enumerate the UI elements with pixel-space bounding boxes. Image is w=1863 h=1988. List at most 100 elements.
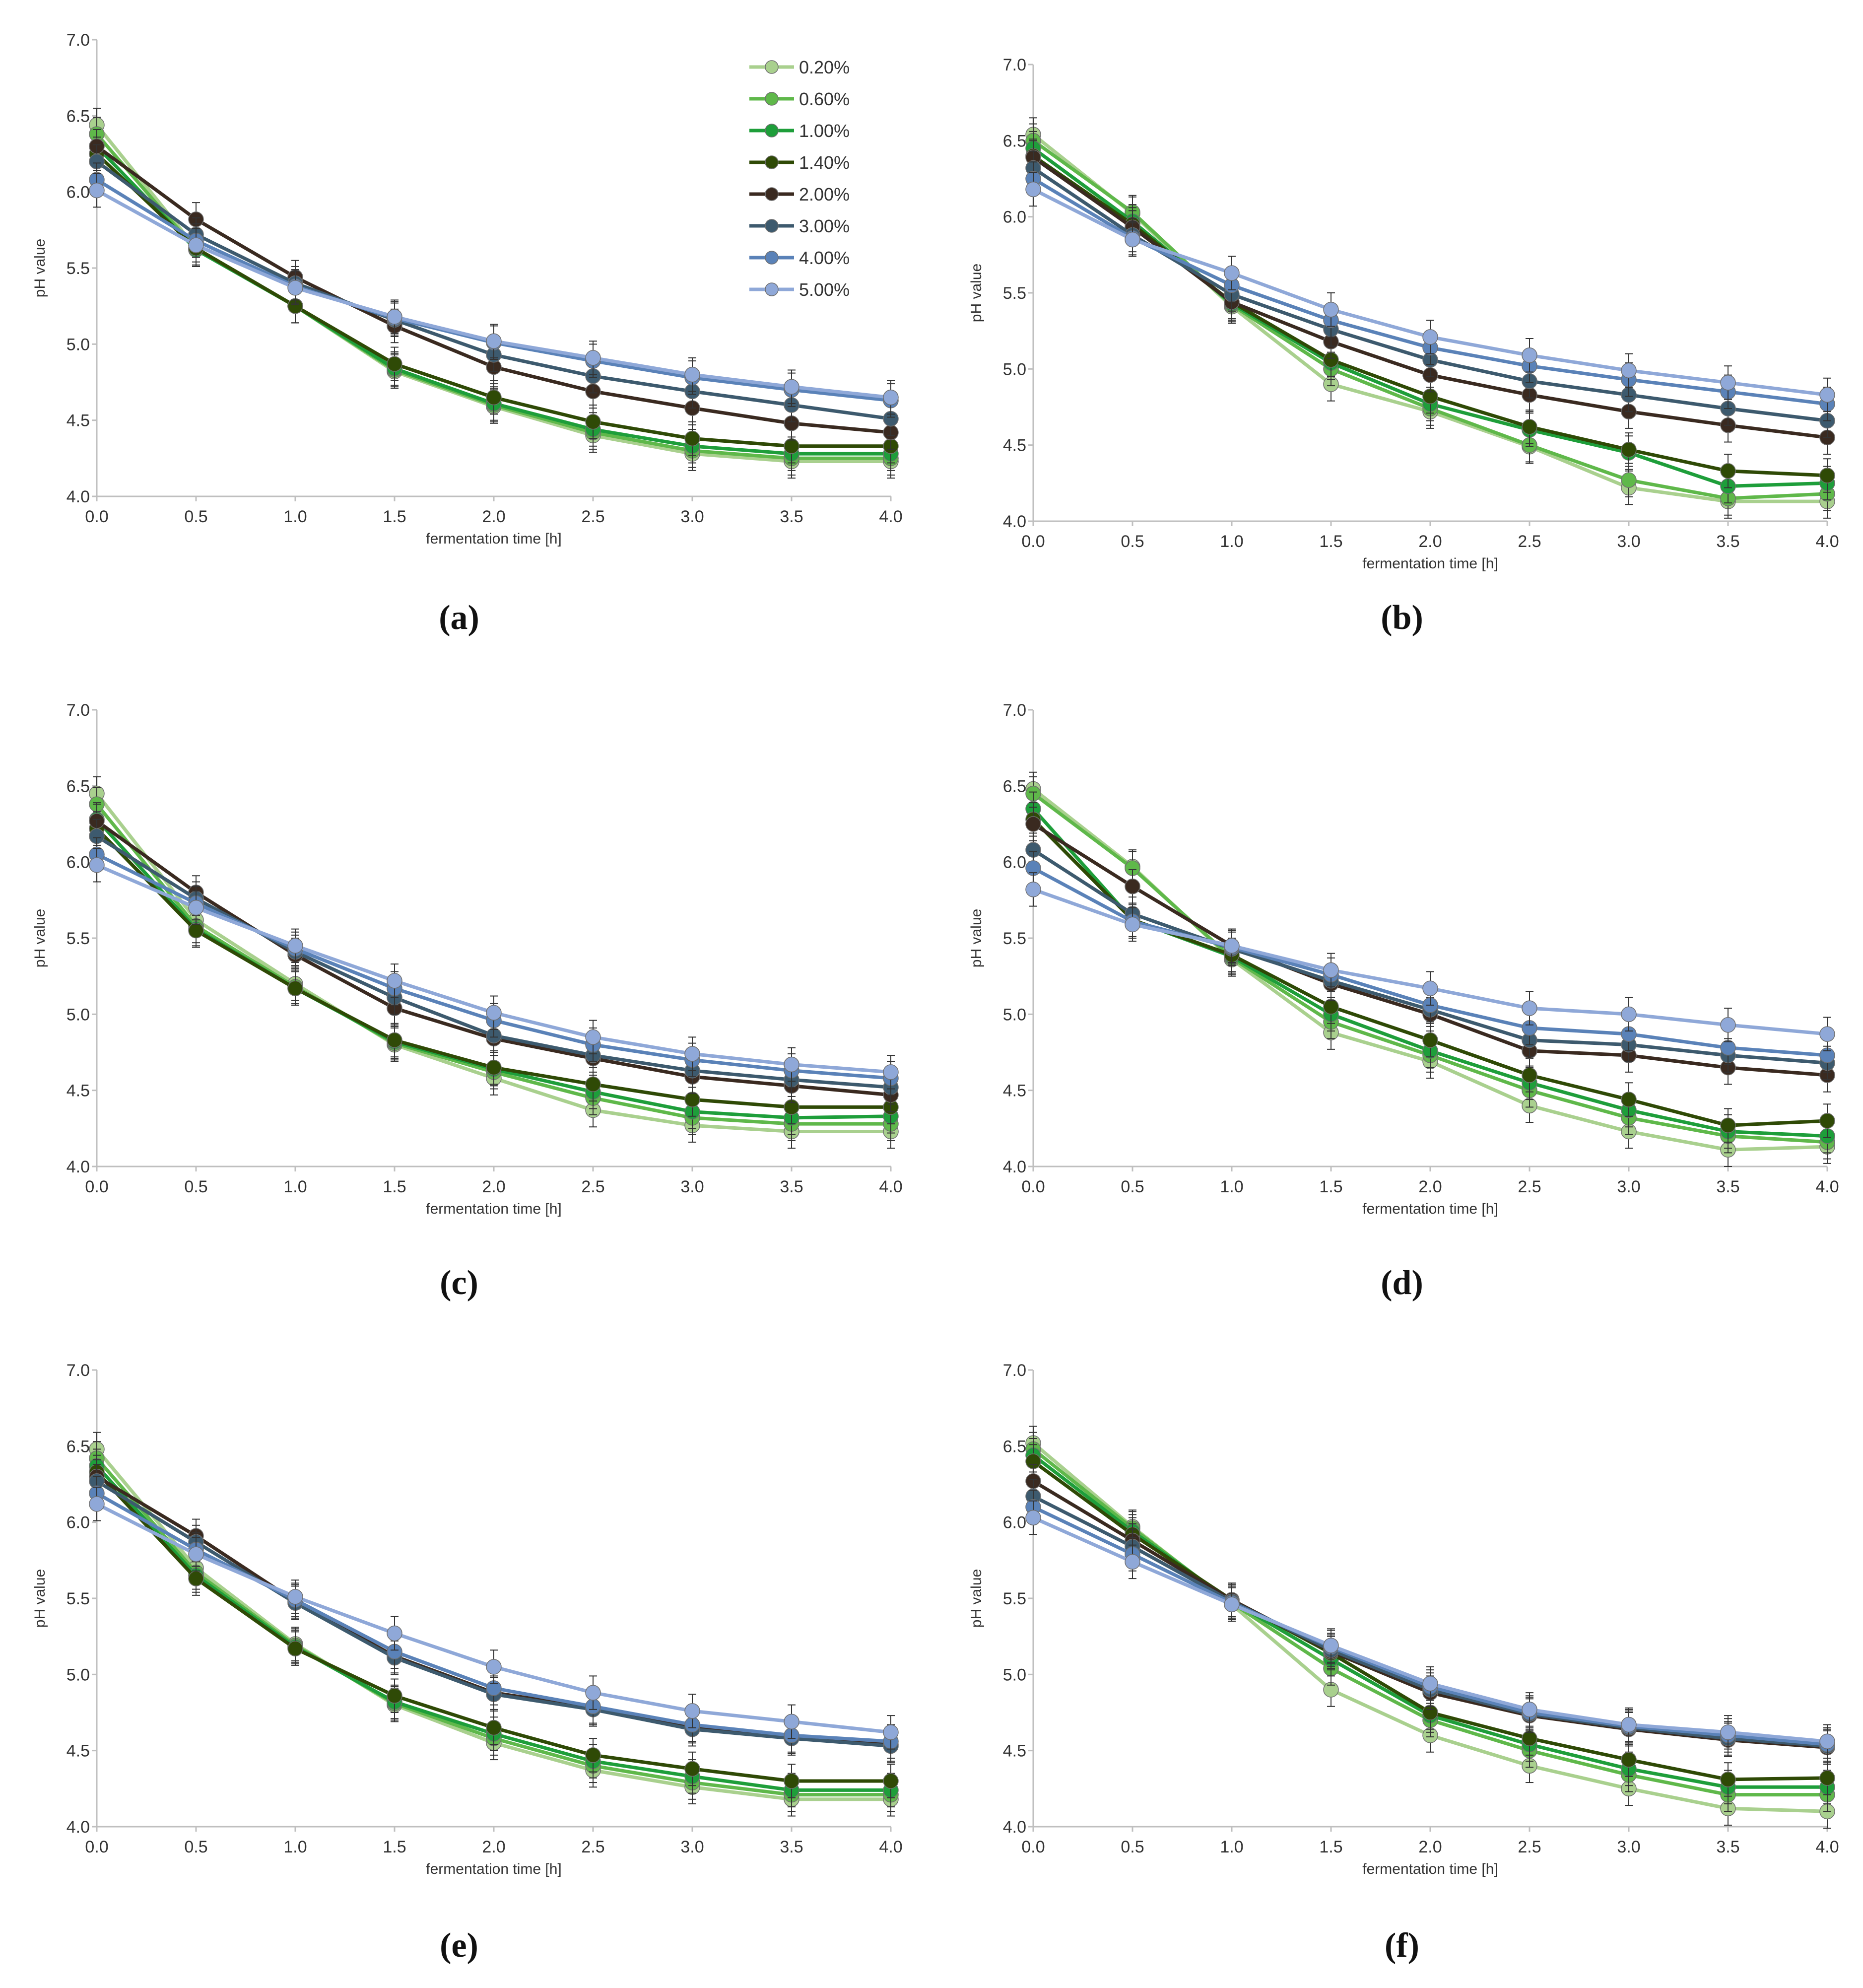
x-tick-label: 3.0: [1617, 1177, 1640, 1196]
x-tick-label: 1.5: [1319, 1177, 1342, 1196]
x-tick-label: 0.0: [1021, 1838, 1045, 1856]
series-5.00%: [1025, 172, 1835, 412]
y-tick-label: 4.5: [67, 411, 90, 430]
data-point: [585, 1747, 601, 1763]
x-tick-label: 3.0: [680, 1838, 704, 1856]
data-point: [784, 1714, 799, 1730]
legend-swatch-marker: [765, 219, 779, 233]
x-tick-label: 1.5: [1319, 532, 1342, 551]
data-point: [585, 413, 601, 430]
x-tick-label: 1.0: [283, 1177, 307, 1196]
series-1.00%: [1025, 131, 1835, 504]
data-point: [287, 1589, 303, 1605]
y-tick-label: 6.5: [1003, 777, 1026, 796]
legend-label: 0.60%: [799, 89, 850, 109]
legend-swatch-marker: [765, 60, 779, 74]
data-point: [1621, 1006, 1637, 1023]
x-tick-label: 0.0: [1021, 1177, 1045, 1196]
y-tick-label: 5.5: [67, 929, 90, 948]
x-tick-label: 2.0: [1418, 1177, 1442, 1196]
data-point: [1819, 468, 1835, 483]
data-point: [1125, 231, 1140, 248]
data-point: [1621, 362, 1637, 379]
y-tick-label: 4.5: [67, 1742, 90, 1761]
data-point: [1224, 265, 1240, 281]
legend-label: 1.40%: [799, 152, 850, 173]
x-tick-label: 2.5: [581, 507, 604, 526]
data-point: [1522, 1730, 1537, 1746]
data-point: [1819, 1113, 1835, 1129]
x-tick-label: 0.0: [1021, 532, 1045, 551]
x-axis-title: fermentation time [h]: [1362, 1861, 1498, 1877]
y-tick-label: 7.0: [67, 1361, 90, 1380]
data-point: [684, 430, 700, 447]
y-tick-label: 6.0: [1003, 853, 1026, 872]
y-tick-label: 7.0: [1003, 701, 1026, 720]
y-axis-title: pH value: [32, 239, 48, 297]
legend-label: 5.00%: [799, 279, 850, 300]
x-tick-label: 1.5: [1319, 1838, 1342, 1856]
y-tick-label: 4.0: [67, 487, 90, 506]
y-tick-label: 5.0: [67, 335, 90, 354]
y-tick-label: 6.5: [1003, 1437, 1026, 1456]
x-axis-title: fermentation time [h]: [426, 1861, 561, 1877]
data-point: [486, 1659, 502, 1675]
data-point: [89, 1496, 105, 1512]
series-0.20%: [1025, 117, 1835, 519]
data-point: [387, 309, 402, 325]
legend: 0.20% 0.60% 1.00% 1.40% 2.00% 3.00% 4.00% 5.00%: [749, 57, 850, 300]
data-point: [784, 438, 799, 454]
data-point: [1125, 1554, 1140, 1570]
data-point: [1025, 181, 1041, 198]
data-point: [585, 350, 601, 366]
y-tick-label: 4.5: [1003, 1082, 1026, 1100]
y-tick-label: 5.5: [1003, 1589, 1026, 1608]
data-point: [1819, 1733, 1835, 1750]
y-axis-title: pH value: [32, 1569, 48, 1628]
data-point: [585, 1685, 601, 1701]
data-point: [1720, 1772, 1736, 1787]
data-point: [1720, 463, 1736, 479]
data-point: [188, 1571, 204, 1586]
data-point: [684, 1092, 700, 1107]
x-axis-title: fermentation time [h]: [1362, 1201, 1498, 1217]
chart-panel-a: 4.0 4.5 5.0 5.5 6.0 6.5 7.0 0.0 0.5 1.0 1.5 2.0 2.5 3…: [32, 31, 903, 547]
series-0.60%: [1025, 776, 1835, 1160]
x-tick-label: 2.0: [482, 507, 505, 526]
series-5.00%: [89, 173, 899, 415]
data-point: [486, 1005, 502, 1021]
series-4.00%: [89, 1476, 899, 1759]
x-tick-label: 2.5: [581, 1177, 604, 1196]
x-tick-label: 4.0: [1815, 532, 1839, 551]
x-tick-label: 4.0: [1815, 1838, 1839, 1856]
data-point: [1025, 1509, 1041, 1526]
data-point: [1125, 878, 1140, 894]
data-point: [188, 922, 204, 939]
x-axis-title: fermentation time [h]: [1362, 555, 1498, 572]
x-tick-label: 4.0: [879, 507, 902, 526]
data-point: [1422, 329, 1438, 345]
x-tick-label: 0.5: [1121, 532, 1144, 551]
data-point: [387, 1032, 402, 1048]
legend-label: 3.00%: [799, 216, 850, 236]
x-tick-label: 4.0: [879, 1177, 902, 1196]
y-tick-label: 5.0: [1003, 1005, 1026, 1024]
x-tick-label: 3.5: [1716, 1177, 1739, 1196]
y-axis-title: pH value: [32, 909, 48, 967]
data-point: [1720, 1017, 1736, 1033]
data-point: [784, 1773, 799, 1789]
legend-label: 2.00%: [799, 184, 850, 205]
chart-panel-b: 4.0 4.5 5.0 5.5 6.0 6.5 7.0 0.0 0.5 1.0 1.5 2.0 2.5 3…: [968, 56, 1839, 572]
x-axis-title: fermentation time [h]: [426, 531, 561, 547]
data-point: [287, 280, 303, 296]
x-tick-label: 2.5: [1518, 1177, 1541, 1196]
series-line: [1032, 133, 1827, 503]
data-point: [1422, 1032, 1438, 1048]
x-tick-label: 3.5: [780, 507, 803, 526]
data-point: [1025, 816, 1041, 832]
data-point: [1323, 999, 1339, 1015]
series-0.60%: [1025, 123, 1835, 516]
x-tick-label: 1.0: [1220, 532, 1243, 551]
series-5.00%: [1025, 872, 1835, 1051]
